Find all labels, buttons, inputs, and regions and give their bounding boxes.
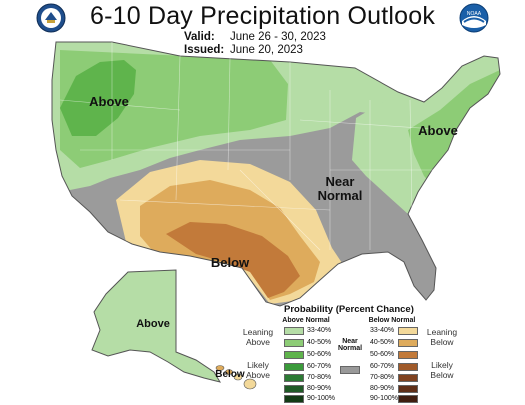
legend-swatch-below-90-100 xyxy=(398,395,418,403)
legend-near-header: Near Normal xyxy=(337,338,363,352)
label-above-west: Above xyxy=(89,94,129,109)
legend-label-below-90-100: 90-100% xyxy=(370,395,399,402)
legend-label-above-60-70: 60-70% xyxy=(307,363,332,370)
legend-label-above-90-100: 90-100% xyxy=(307,395,336,402)
legend-swatch-below-40-50 xyxy=(398,339,418,347)
page-title: 6-10 Day Precipitation Outlook xyxy=(89,2,436,30)
legend-swatch-above-50-60 xyxy=(284,351,304,359)
issued-label: Issued: xyxy=(184,44,225,56)
legend-swatch-below-80-90 xyxy=(398,385,418,393)
legend-likely-below: Likely Below xyxy=(430,360,454,380)
legend-swatch-below-50-60 xyxy=(398,351,418,359)
conus-outline xyxy=(51,41,501,307)
legend-swatch-above-40-50 xyxy=(284,339,304,347)
label-below: Below xyxy=(210,255,250,270)
label-near-normal: Near Normal xyxy=(317,174,363,203)
state-borders xyxy=(59,42,451,251)
below-50-60 xyxy=(166,222,300,298)
legend-leaning-above: Leaning Above xyxy=(242,327,274,347)
legend-label-above-70-80: 70-80% xyxy=(307,374,332,381)
valid-label: Valid: xyxy=(184,31,215,43)
legend-label-below-60-70: 60-70% xyxy=(370,363,395,370)
legend-swatch-above-70-80 xyxy=(284,374,304,382)
legend-leaning-below: Leaning Below xyxy=(426,327,458,347)
legend-swatch-above-60-70 xyxy=(284,363,304,371)
legend-label-below-80-90: 80-90% xyxy=(370,385,395,392)
alaska-outline xyxy=(91,269,222,383)
legend-swatch-above-90-100 xyxy=(284,395,304,403)
svg-text:NOAA: NOAA xyxy=(467,11,482,17)
legend-label-above-33-40: 33-40% xyxy=(307,327,332,334)
legend-label-above-50-60: 50-60% xyxy=(307,351,332,358)
label-above-alaska: Above xyxy=(136,318,170,330)
legend-below-header: Below Normal xyxy=(368,317,416,324)
legend-label-below-70-80: 70-80% xyxy=(370,374,395,381)
label-above-east: Above xyxy=(418,123,458,138)
legend-label-below-40-50: 40-50% xyxy=(370,339,395,346)
legend-above-header: Above Normal xyxy=(282,317,330,324)
hawaii-islands xyxy=(215,365,257,390)
legend-label-below-33-40: 33-40% xyxy=(370,327,395,334)
legend-label-above-40-50: 40-50% xyxy=(307,339,332,346)
legend-title: Probability (Percent Chance) xyxy=(284,304,414,315)
above-50-60-northwest xyxy=(60,60,136,136)
legend-swatch-below-33-40 xyxy=(398,327,418,335)
legend-swatch-below-70-80 xyxy=(398,374,418,382)
issued-date: June 20, 2023 xyxy=(230,44,303,56)
doc-seal-icon xyxy=(36,3,66,33)
legend-swatch-below-60-70 xyxy=(398,363,418,371)
legend-label-above-80-90: 80-90% xyxy=(307,385,332,392)
legend-swatch-above-33-40 xyxy=(284,327,304,335)
label-below-hawaii: Below xyxy=(215,369,245,380)
legend-swatch-above-80-90 xyxy=(284,385,304,393)
legend-label-below-50-60: 50-60% xyxy=(370,351,395,358)
legend-likely-above: Likely Above xyxy=(245,360,271,380)
legend-swatch-near-normal xyxy=(340,366,360,374)
valid-dates: June 26 - 30, 2023 xyxy=(230,31,326,43)
noaa-logo-icon: NOAA xyxy=(459,3,489,33)
